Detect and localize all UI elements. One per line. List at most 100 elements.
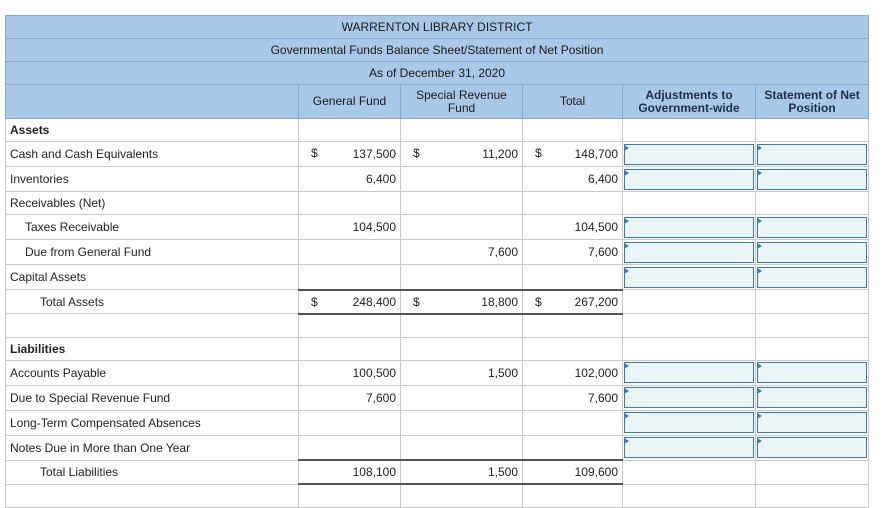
- amount-cell: $148,700: [522, 141, 623, 167]
- amount: 137,500: [352, 147, 396, 161]
- amount-cell: [400, 166, 523, 192]
- cell: [754, 459, 870, 485]
- amount-cell: 6,400: [298, 166, 401, 192]
- title-row: WARRENTON LIBRARY DISTRICT: [4, 15, 870, 39]
- input-field[interactable]: [757, 437, 868, 458]
- input-field[interactable]: [757, 387, 868, 408]
- amount-cell: 7,600: [522, 239, 623, 265]
- amount-cell: 7,600: [400, 239, 523, 265]
- row: Due from General Fund 7,600 7,600: [5, 239, 870, 265]
- amount-cell: 102,000: [522, 359, 623, 386]
- input-field[interactable]: [624, 216, 754, 238]
- amount-cell: [298, 264, 401, 290]
- amount: 11,200: [482, 147, 518, 161]
- row: Liabilities: [5, 336, 870, 361]
- amount-cell: [298, 409, 401, 436]
- input-field[interactable]: [757, 362, 868, 383]
- amount-cell: [400, 191, 523, 215]
- date-row: As of December 31, 2020: [4, 61, 870, 85]
- cell: [400, 313, 523, 338]
- amount: 109,600: [574, 465, 618, 479]
- cell: [754, 483, 870, 508]
- row: Accounts Payable 100,500 1,500 102,000: [5, 359, 870, 386]
- amount: 248,400: [352, 294, 396, 309]
- input-field[interactable]: [624, 266, 754, 288]
- row-label: Accounts Payable: [5, 359, 299, 386]
- column-header: Statement of Net Position: [754, 84, 870, 119]
- cell: [298, 483, 401, 508]
- amount-cell: 6,400: [522, 166, 623, 192]
- amount-cell: $248,400: [298, 288, 401, 315]
- currency: $: [535, 294, 542, 309]
- input-field[interactable]: [624, 437, 754, 458]
- row: Total Liabilities 108,100 1,500 109,600: [5, 459, 870, 485]
- amount-cell: [400, 434, 523, 461]
- amount-cell: 7,600: [522, 384, 623, 411]
- cell: [522, 313, 623, 338]
- input-field[interactable]: [624, 362, 754, 383]
- cell: [754, 434, 870, 461]
- cell: [622, 313, 756, 338]
- input-field[interactable]: [757, 216, 868, 238]
- row: Cash and Cash Equivalents $137,500 $11,200…: [5, 141, 870, 167]
- blank-row: [5, 313, 870, 338]
- amount-cell: [298, 191, 401, 215]
- amount-cell: $267,200: [522, 288, 623, 315]
- amount: 7,600: [587, 245, 618, 259]
- input-field[interactable]: [624, 387, 754, 408]
- cell: [622, 483, 756, 508]
- input-field[interactable]: [757, 168, 868, 190]
- currency: $: [535, 146, 542, 160]
- row-label: Cash and Cash Equivalents: [5, 141, 299, 167]
- amount-cell: [400, 264, 523, 290]
- amount: 148,700: [574, 147, 618, 161]
- amount-cell: [298, 118, 401, 142]
- amount-cell: $18,800: [400, 288, 523, 315]
- amount-cell: 7,600: [298, 384, 401, 411]
- input-field[interactable]: [757, 143, 868, 165]
- amount-cell: [298, 239, 401, 265]
- row: Due to Special Revenue Fund 7,600 7,600: [5, 384, 870, 411]
- cell: [5, 483, 299, 508]
- row-label: Long-Term Compensated Absences: [5, 409, 299, 436]
- cell: [754, 336, 870, 361]
- input-field[interactable]: [624, 168, 754, 190]
- input-field[interactable]: [624, 143, 754, 165]
- cell: [622, 166, 756, 192]
- cell: [622, 191, 756, 215]
- cell: [754, 118, 870, 142]
- currency: $: [413, 146, 420, 160]
- row-label: Inventories: [5, 166, 299, 192]
- row-label: Assets: [5, 118, 299, 142]
- input-field[interactable]: [624, 241, 754, 263]
- input-field[interactable]: [757, 241, 868, 263]
- column-header: Special Revenue Fund: [400, 84, 523, 119]
- cell: [754, 141, 870, 167]
- row: Long-Term Compensated Absences: [5, 409, 870, 436]
- amount-cell: 109,600: [522, 459, 623, 485]
- input-field[interactable]: [757, 266, 868, 288]
- amount-cell: [400, 409, 523, 436]
- cell: [622, 239, 756, 265]
- amount: 6,400: [365, 172, 396, 186]
- row: Receivables (Net): [5, 191, 870, 215]
- row-label: Liabilities: [5, 336, 299, 361]
- row-label: Total Liabilities: [5, 459, 299, 485]
- input-field[interactable]: [757, 412, 868, 433]
- amount: 7,600: [365, 390, 396, 405]
- row: Inventories 6,400 6,400: [5, 166, 870, 192]
- row-label: Capital Assets: [5, 264, 299, 290]
- subtitle: Governmental Funds Balance Sheet/Stateme…: [4, 38, 870, 62]
- amount-cell: 108,100: [298, 459, 401, 485]
- amount: 104,500: [574, 220, 618, 234]
- row-label: Taxes Receivable: [5, 214, 299, 240]
- input-field[interactable]: [624, 412, 754, 433]
- cell: [754, 289, 870, 314]
- currency: $: [413, 294, 420, 309]
- cell: [622, 459, 756, 485]
- cell: [622, 141, 756, 167]
- amount-cell: 104,500: [298, 214, 401, 240]
- amount-cell: $137,500: [298, 141, 401, 167]
- row-label: Receivables (Net): [5, 191, 299, 215]
- amount: 267,200: [574, 294, 618, 309]
